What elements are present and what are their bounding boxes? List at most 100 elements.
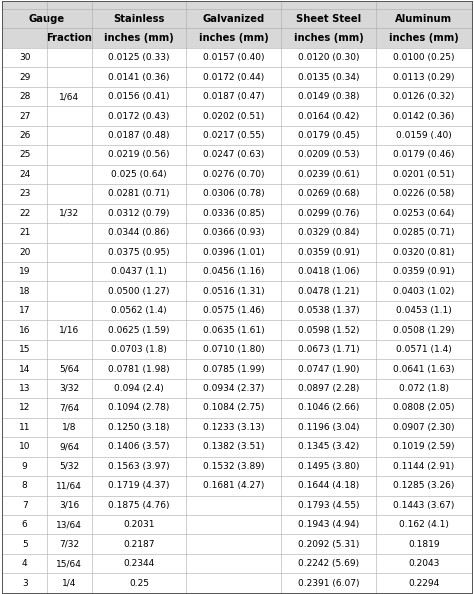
Bar — [376, 106, 472, 126]
Bar — [281, 554, 376, 573]
Bar — [376, 418, 472, 437]
Text: 0.1532 (3.89): 0.1532 (3.89) — [203, 462, 264, 471]
Bar — [47, 48, 91, 67]
Bar — [47, 29, 91, 48]
Text: Fraction: Fraction — [46, 33, 92, 43]
Bar — [376, 223, 472, 242]
Bar — [281, 320, 376, 340]
Bar — [376, 145, 472, 165]
Text: 0.0141 (0.36): 0.0141 (0.36) — [108, 72, 170, 81]
Text: 1/64: 1/64 — [59, 92, 79, 101]
Bar — [2, 398, 47, 418]
Text: 0.0478 (1.21): 0.0478 (1.21) — [298, 287, 359, 296]
Text: 25: 25 — [19, 150, 30, 159]
Text: Gauge: Gauge — [29, 14, 65, 24]
Text: 0.0359 (0.91): 0.0359 (0.91) — [298, 248, 359, 257]
Bar — [91, 106, 186, 126]
Bar — [186, 515, 281, 535]
Text: 14: 14 — [19, 365, 30, 374]
Text: 0.2031: 0.2031 — [123, 520, 155, 529]
Bar — [47, 67, 91, 87]
Bar — [2, 554, 47, 573]
Bar — [186, 476, 281, 495]
Bar — [376, 1, 472, 9]
Text: 0.0575 (1.46): 0.0575 (1.46) — [203, 306, 264, 315]
Text: 0.0142 (0.36): 0.0142 (0.36) — [393, 112, 455, 121]
Text: 0.0500 (1.27): 0.0500 (1.27) — [108, 287, 170, 296]
Bar — [47, 301, 91, 320]
Bar — [2, 126, 47, 145]
Bar — [376, 554, 472, 573]
Text: 28: 28 — [19, 92, 30, 101]
Bar — [186, 573, 281, 593]
Text: 0.1144 (2.91): 0.1144 (2.91) — [393, 462, 455, 471]
Text: 22: 22 — [19, 209, 30, 218]
Bar — [2, 204, 47, 223]
Bar — [281, 398, 376, 418]
Text: 27: 27 — [19, 112, 30, 121]
Bar — [47, 223, 91, 242]
Bar — [376, 573, 472, 593]
Bar — [47, 554, 91, 573]
Bar — [2, 1, 47, 9]
Text: 5: 5 — [22, 540, 27, 549]
Bar — [376, 340, 472, 359]
Text: 0.0571 (1.4): 0.0571 (1.4) — [396, 345, 452, 354]
Bar — [281, 379, 376, 398]
Bar — [91, 204, 186, 223]
Bar — [186, 379, 281, 398]
Text: 0.1382 (3.51): 0.1382 (3.51) — [203, 443, 264, 451]
Text: Sheet Steel: Sheet Steel — [296, 14, 361, 24]
Text: inches (mm): inches (mm) — [104, 33, 174, 43]
Text: 3/16: 3/16 — [59, 501, 79, 510]
Bar — [47, 476, 91, 495]
Bar — [47, 106, 91, 126]
Bar — [91, 359, 186, 379]
Text: 17: 17 — [19, 306, 30, 315]
Bar — [186, 418, 281, 437]
Text: 0.0217 (0.55): 0.0217 (0.55) — [203, 131, 264, 140]
Text: inches (mm): inches (mm) — [199, 33, 269, 43]
Text: 15: 15 — [19, 345, 30, 354]
Text: 23: 23 — [19, 189, 30, 198]
Text: 11: 11 — [19, 423, 30, 432]
Text: 0.1250 (3.18): 0.1250 (3.18) — [108, 423, 170, 432]
Bar — [376, 282, 472, 301]
Text: 0.1943 (4.94): 0.1943 (4.94) — [298, 520, 359, 529]
Bar — [91, 554, 186, 573]
Text: 0.0538 (1.37): 0.0538 (1.37) — [298, 306, 359, 315]
Text: 4: 4 — [22, 559, 27, 568]
Text: 0.25: 0.25 — [129, 579, 149, 587]
Bar — [376, 87, 472, 106]
Bar — [376, 398, 472, 418]
Bar — [376, 67, 472, 87]
Text: 29: 29 — [19, 72, 30, 81]
Text: 0.0126 (0.32): 0.0126 (0.32) — [393, 92, 455, 101]
Text: 0.0635 (1.61): 0.0635 (1.61) — [203, 326, 264, 334]
Bar — [91, 418, 186, 437]
Bar — [376, 437, 472, 457]
Text: 0.0172 (0.43): 0.0172 (0.43) — [108, 112, 170, 121]
Bar — [91, 67, 186, 87]
Bar — [2, 476, 47, 495]
Bar — [186, 301, 281, 320]
Text: 0.1285 (3.26): 0.1285 (3.26) — [393, 481, 455, 490]
Text: 0.0100 (0.25): 0.0100 (0.25) — [393, 53, 455, 62]
Bar — [2, 282, 47, 301]
Bar — [47, 573, 91, 593]
Bar — [2, 145, 47, 165]
Text: 9: 9 — [22, 462, 27, 471]
Text: 20: 20 — [19, 248, 30, 257]
Text: 3/32: 3/32 — [59, 384, 79, 393]
Bar — [376, 126, 472, 145]
Bar — [2, 301, 47, 320]
Bar — [91, 29, 186, 48]
Text: 0.0344 (0.86): 0.0344 (0.86) — [108, 228, 170, 237]
Bar — [281, 242, 376, 262]
Bar — [47, 184, 91, 204]
Text: 0.0172 (0.44): 0.0172 (0.44) — [203, 72, 264, 81]
Bar — [281, 262, 376, 282]
Bar — [2, 515, 47, 535]
Text: 21: 21 — [19, 228, 30, 237]
Text: 0.0562 (1.4): 0.0562 (1.4) — [111, 306, 167, 315]
